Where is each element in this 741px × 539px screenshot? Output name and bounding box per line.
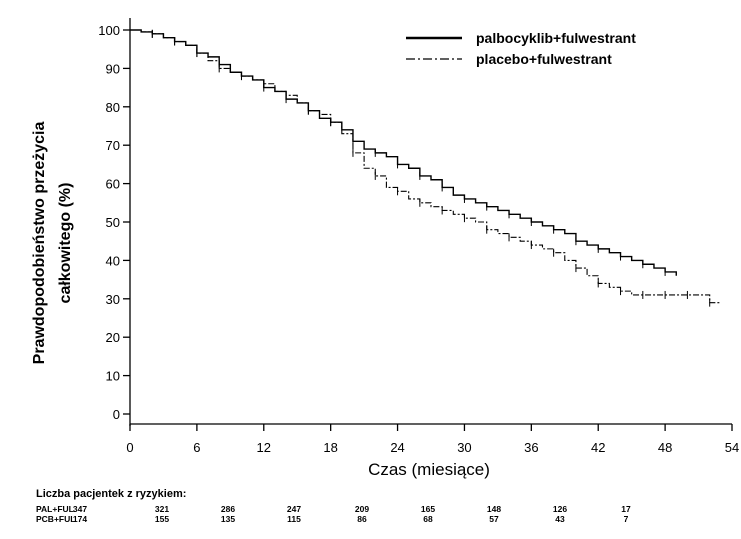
axis-labels: Prawdopodobieństwo przeżycia całkowitego… <box>31 122 490 479</box>
risk-value: 86 <box>357 514 367 524</box>
y-tick-label: 20 <box>106 330 120 345</box>
risk-table: Liczba pacjentek z ryzykiem: PAL+FUL 347 3… <box>36 488 631 524</box>
y-tick-label: 70 <box>106 138 120 153</box>
y-axis-label-line1: Prawdopodobieństwo przeżycia <box>31 122 48 365</box>
risk-value: 57 <box>489 514 499 524</box>
risk-row-label: PCB+FUL <box>36 514 75 524</box>
x-tick-label: 36 <box>524 440 538 455</box>
y-tick-label: 40 <box>106 253 120 268</box>
series-line-placebo <box>130 29 721 304</box>
series-line-palbocyklib <box>130 29 677 276</box>
risk-value: 165 <box>421 504 435 514</box>
y-tick-label: 0 <box>113 407 120 422</box>
y-tick-label: 80 <box>106 100 120 115</box>
risk-value: 17 <box>621 504 631 514</box>
y-tick-label: 90 <box>106 61 120 76</box>
legend-label: placebo+fulwestrant <box>476 51 612 67</box>
y-tick-label: 100 <box>98 23 120 38</box>
risk-value: 126 <box>553 504 567 514</box>
y-tick-label: 50 <box>106 215 120 230</box>
risk-value: 68 <box>423 514 433 524</box>
x-tick-label: 48 <box>658 440 672 455</box>
legend: palbocyklib+fulwestrant placebo+fulwestra… <box>406 30 636 67</box>
x-tick-label: 42 <box>591 440 605 455</box>
risk-value: 209 <box>355 504 369 514</box>
legend-label: palbocyklib+fulwestrant <box>476 30 636 46</box>
risk-value: 135 <box>221 514 235 524</box>
x-tick-label: 6 <box>193 440 200 455</box>
y-tick-label: 30 <box>106 292 120 307</box>
risk-value: 7 <box>624 514 629 524</box>
x-tick-label: 30 <box>457 440 471 455</box>
risk-value: 321 <box>155 504 169 514</box>
risk-row-label: PAL+FUL <box>36 504 74 514</box>
x-tick-label: 0 <box>126 440 133 455</box>
y-tick-label: 10 <box>106 369 120 384</box>
x-tick-label: 54 <box>725 440 739 455</box>
risk-value: 148 <box>487 504 501 514</box>
risk-value: 174 <box>73 514 87 524</box>
risk-value: 43 <box>555 514 565 524</box>
risk-value: 347 <box>73 504 87 514</box>
x-tick-label: 18 <box>323 440 337 455</box>
x-axis-label: Czas (miesiące) <box>368 460 490 479</box>
x-tick-label: 12 <box>257 440 271 455</box>
x-tick-label: 24 <box>390 440 404 455</box>
y-axis-label-line2: całkowitego (%) <box>57 183 74 304</box>
risk-value: 115 <box>287 514 301 524</box>
risk-value: 155 <box>155 514 169 524</box>
y-tick-label: 60 <box>106 177 120 192</box>
risk-value: 247 <box>287 504 301 514</box>
risk-value: 286 <box>221 504 235 514</box>
axes: 0 10 20 30 40 50 60 70 80 90 100 0 6 12 18 24 30 36 42 48 54 <box>98 18 739 455</box>
series-layer <box>130 29 721 307</box>
risk-table-title: Liczba pacjentek z ryzykiem: <box>36 488 186 500</box>
